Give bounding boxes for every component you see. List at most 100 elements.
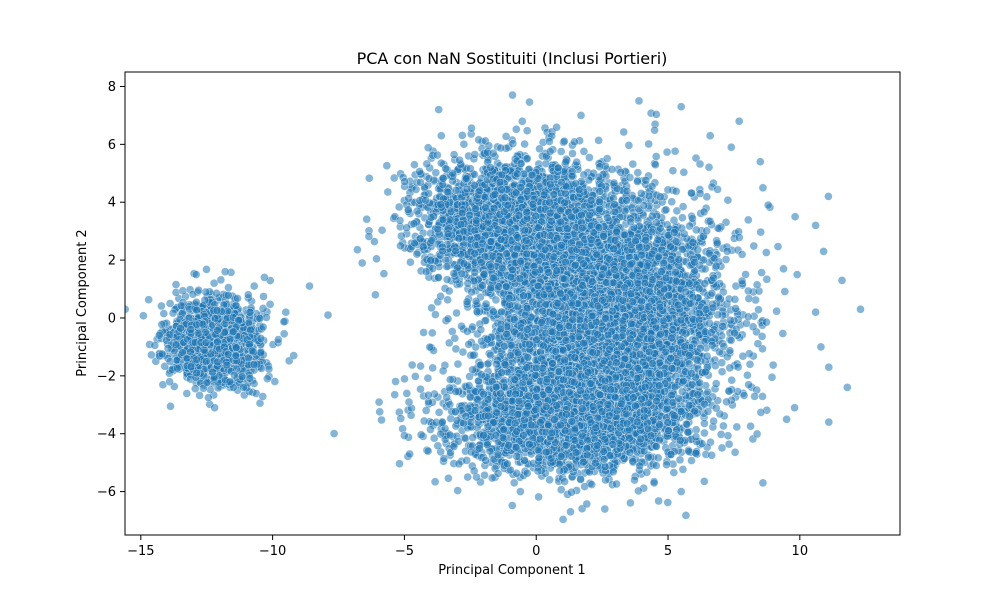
scatter-point <box>778 329 788 338</box>
scatter-point <box>416 178 425 187</box>
scatter-point <box>421 267 431 276</box>
scatter-point <box>195 391 204 400</box>
scatter-point <box>400 177 409 186</box>
scatter-point <box>192 298 201 307</box>
scatter-point <box>204 393 213 402</box>
scatter-point <box>512 125 521 134</box>
scatter-point <box>258 322 268 332</box>
scatter-point <box>443 187 453 197</box>
scatter-point <box>471 204 480 213</box>
scatter-point <box>192 355 201 364</box>
scatter-point <box>481 203 490 212</box>
scatter-point <box>198 319 208 329</box>
scatter-point <box>159 309 169 318</box>
scatter-point <box>522 126 532 135</box>
scatter-point <box>200 295 210 305</box>
scatter-point <box>201 328 210 337</box>
scatter-point <box>157 301 166 311</box>
scatter-point <box>246 325 255 335</box>
scatter-point <box>624 141 634 150</box>
scatter-point <box>418 242 428 252</box>
scatter-point <box>472 216 481 225</box>
scatter-point <box>166 402 175 411</box>
scatter-point <box>528 170 537 180</box>
scatter-point <box>230 370 239 380</box>
scatter-point <box>259 292 268 301</box>
scatter-point <box>165 330 175 339</box>
scatter-point <box>651 152 661 161</box>
scatter-point <box>389 173 399 183</box>
scatter-point <box>237 372 247 381</box>
scatter-point <box>165 357 175 366</box>
scatter-point <box>202 378 212 387</box>
scatter-point <box>711 379 721 388</box>
scatter-point <box>556 147 566 156</box>
scatter-point <box>419 328 428 337</box>
scatter-point <box>552 123 561 132</box>
scatter-point <box>404 205 413 215</box>
scatter-point <box>455 155 464 165</box>
scatter-point <box>568 149 577 158</box>
scatter-point <box>171 280 181 289</box>
scatter-point <box>231 343 241 352</box>
scatter-point <box>249 360 259 369</box>
scatter-point <box>165 299 175 308</box>
scatter-point <box>260 273 269 282</box>
scatter-point <box>139 311 148 320</box>
scatter-points-layer <box>125 90 865 524</box>
scatter-point <box>486 163 495 172</box>
scatter-point <box>229 327 238 336</box>
scatter-point <box>438 174 448 183</box>
scatter-point <box>411 185 421 194</box>
scatter-point <box>512 169 522 179</box>
scatter-point <box>382 161 392 170</box>
scatter-point <box>191 384 200 393</box>
scatter-point <box>496 143 506 153</box>
scatter-point <box>147 350 156 360</box>
scatter-point <box>416 234 425 243</box>
scatter-point <box>700 428 709 438</box>
scatter-point <box>516 159 526 168</box>
scatter-point <box>518 117 527 126</box>
scatter-point <box>402 223 411 233</box>
scatter-point <box>265 300 275 309</box>
scatter-point <box>213 337 222 347</box>
scatter-point <box>561 157 571 167</box>
scatter-point <box>475 186 484 195</box>
scatter-point <box>412 249 422 259</box>
scatter-point <box>256 348 266 357</box>
scatter-point <box>264 364 274 374</box>
scatter-point <box>500 193 510 202</box>
scatter-point <box>163 344 173 353</box>
scatter-point <box>168 308 178 318</box>
scatter-point <box>279 317 289 327</box>
scatter-point <box>410 160 419 169</box>
scatter-point <box>525 97 534 107</box>
scatter-point <box>258 392 268 401</box>
scatter-point <box>457 208 467 218</box>
scatter-point <box>395 216 405 225</box>
scatter-point <box>239 383 248 392</box>
scatter-point <box>364 232 374 241</box>
scatter-point <box>244 290 253 299</box>
scatter-point <box>150 341 160 350</box>
scatter-point <box>213 326 222 335</box>
scatter-point <box>245 308 255 317</box>
scatter-point <box>212 306 222 315</box>
scatter-point <box>423 143 433 152</box>
scatter-point <box>176 323 185 333</box>
scatter-point <box>144 295 153 304</box>
scatter-point <box>421 195 430 205</box>
scatter-point <box>201 287 211 297</box>
scatter-point <box>178 286 188 296</box>
scatter-point <box>182 389 192 398</box>
scatter-point <box>451 186 461 195</box>
scatter-point <box>560 136 569 146</box>
scatter-point <box>201 357 211 366</box>
scatter-point <box>489 149 498 158</box>
scatter-point <box>501 132 511 141</box>
scatter-point <box>585 153 594 162</box>
scatter-point <box>424 174 434 183</box>
scatter-point <box>192 305 201 315</box>
